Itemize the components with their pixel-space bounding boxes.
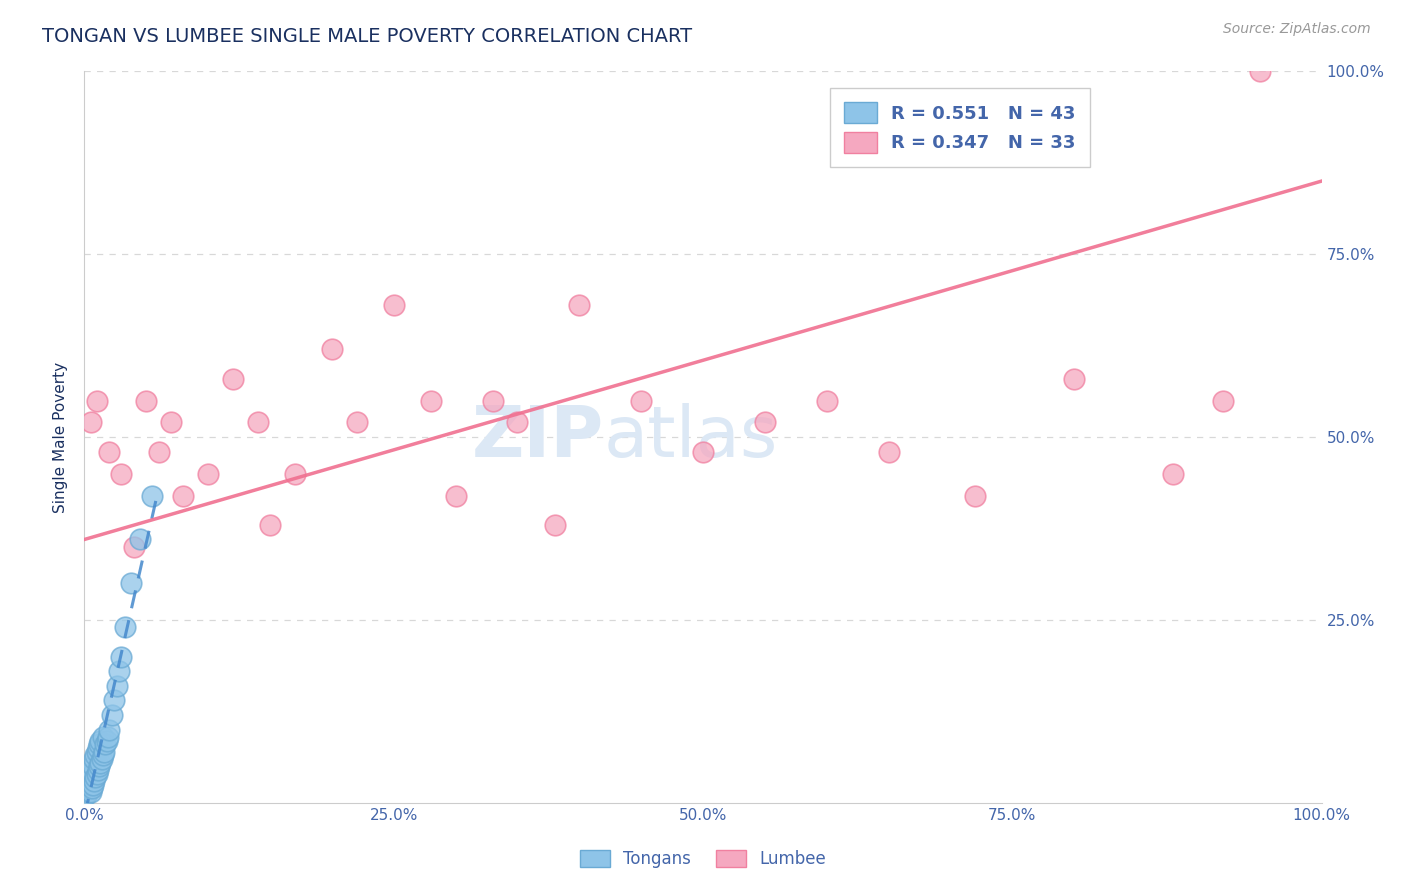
- Point: [80, 766, 103, 780]
- Point: [630, 393, 652, 408]
- Point: [91, 748, 114, 763]
- Point: [77, 778, 100, 792]
- Point: [965, 489, 987, 503]
- Point: [98, 723, 121, 737]
- Point: [76, 781, 98, 796]
- Point: [93, 745, 115, 759]
- Point: [160, 416, 183, 430]
- Point: [80, 781, 103, 796]
- Point: [754, 416, 776, 430]
- Point: [246, 416, 269, 430]
- Point: [877, 444, 900, 458]
- Point: [98, 444, 121, 458]
- Point: [86, 393, 108, 408]
- Point: [129, 533, 152, 547]
- Point: [135, 393, 157, 408]
- Point: [89, 737, 111, 751]
- Text: ZIP: ZIP: [472, 402, 605, 472]
- Point: [89, 733, 111, 747]
- Point: [568, 298, 591, 312]
- Point: [87, 763, 110, 777]
- Legend: Tongans, Lumbee: Tongans, Lumbee: [574, 843, 832, 875]
- Point: [481, 393, 503, 408]
- Point: [82, 759, 104, 773]
- Point: [94, 737, 117, 751]
- Point: [120, 576, 142, 591]
- Y-axis label: Single Male Poverty: Single Male Poverty: [53, 361, 69, 513]
- Point: [79, 785, 101, 799]
- Legend: R = 0.551   N = 43, R = 0.347   N = 33: R = 0.551 N = 43, R = 0.347 N = 33: [830, 87, 1090, 168]
- Point: [82, 778, 104, 792]
- Text: TONGAN VS LUMBEE SINGLE MALE POVERTY CORRELATION CHART: TONGAN VS LUMBEE SINGLE MALE POVERTY COR…: [42, 27, 692, 45]
- Point: [815, 393, 838, 408]
- Point: [100, 708, 122, 723]
- Point: [96, 733, 118, 747]
- Point: [79, 781, 101, 796]
- Point: [172, 489, 194, 503]
- Point: [419, 393, 441, 408]
- Point: [382, 298, 405, 312]
- Point: [141, 489, 163, 503]
- Point: [89, 759, 111, 773]
- Point: [87, 740, 110, 755]
- Point: [259, 517, 281, 532]
- Point: [76, 773, 98, 788]
- Point: [110, 467, 132, 481]
- Point: [122, 540, 145, 554]
- Point: [103, 693, 125, 707]
- Point: [346, 416, 368, 430]
- Text: atlas: atlas: [605, 402, 779, 472]
- Point: [321, 343, 343, 357]
- Text: Source: ZipAtlas.com: Source: ZipAtlas.com: [1223, 22, 1371, 37]
- Point: [114, 620, 136, 634]
- Point: [1063, 371, 1085, 385]
- Point: [90, 752, 112, 766]
- Point: [79, 766, 101, 780]
- Point: [1161, 467, 1184, 481]
- Point: [222, 371, 245, 385]
- Point: [75, 789, 97, 803]
- Point: [110, 649, 132, 664]
- Point: [506, 416, 529, 430]
- Point: [77, 785, 100, 799]
- Point: [543, 517, 565, 532]
- Point: [79, 778, 101, 792]
- Point: [284, 467, 307, 481]
- Point: [84, 770, 107, 784]
- Point: [197, 467, 219, 481]
- Point: [108, 664, 131, 678]
- Point: [1249, 64, 1271, 78]
- Point: [91, 730, 114, 744]
- Point: [1212, 393, 1234, 408]
- Point: [83, 773, 105, 788]
- Point: [86, 766, 108, 780]
- Point: [97, 730, 120, 744]
- Point: [89, 756, 111, 770]
- Point: [79, 416, 101, 430]
- Point: [105, 679, 128, 693]
- Point: [84, 748, 107, 763]
- Point: [444, 489, 467, 503]
- Point: [86, 745, 108, 759]
- Point: [79, 770, 101, 784]
- Point: [83, 752, 105, 766]
- Point: [692, 444, 714, 458]
- Point: [148, 444, 170, 458]
